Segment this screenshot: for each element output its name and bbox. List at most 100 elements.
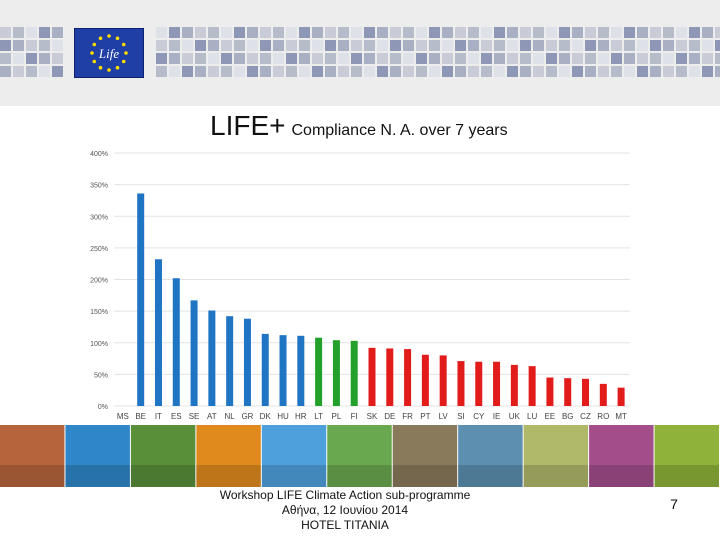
y-tick-label: 400% <box>90 151 108 158</box>
header-band: Life <box>0 0 720 106</box>
mosaic-tile <box>546 40 557 51</box>
bar-cy <box>475 361 483 406</box>
mosaic-tile <box>715 66 720 77</box>
bar-bg <box>564 378 572 406</box>
mosaic-tile <box>611 66 622 77</box>
mosaic-tile <box>624 40 635 51</box>
mosaic-tile <box>286 53 297 64</box>
mosaic-tile <box>169 66 180 77</box>
mosaic-tile <box>624 27 635 38</box>
mosaic-tile <box>195 53 206 64</box>
photo-thumbnail <box>196 425 261 487</box>
mosaic-tile <box>559 53 570 64</box>
mosaic-tile <box>208 40 219 51</box>
mosaic-tile <box>663 53 674 64</box>
mosaic-tile <box>234 27 245 38</box>
mosaic-tile <box>455 27 466 38</box>
y-tick-label: 350% <box>90 183 108 190</box>
mosaic-tile <box>481 66 492 77</box>
mosaic-tile <box>377 27 388 38</box>
mosaic-tile <box>689 66 700 77</box>
mosaic-tile <box>533 40 544 51</box>
mosaic-tile <box>403 66 414 77</box>
bar-lt <box>315 337 323 406</box>
flag-star-icon <box>90 51 94 55</box>
mosaic-tile <box>650 40 661 51</box>
bar-nl <box>226 316 234 406</box>
mosaic-tile <box>533 27 544 38</box>
mosaic-tile <box>13 27 24 38</box>
mosaic-tile <box>442 27 453 38</box>
mosaic-tile <box>221 66 232 77</box>
mosaic-tile <box>260 27 271 38</box>
mosaic-tile <box>546 27 557 38</box>
mosaic-tile <box>663 66 674 77</box>
mosaic-tile <box>156 66 167 77</box>
mosaic-tile <box>455 66 466 77</box>
mosaic-tile <box>611 53 622 64</box>
bar-es <box>172 278 180 406</box>
title-main: LIFE+ <box>210 110 286 141</box>
mosaic-tile <box>260 66 271 77</box>
bar-hu <box>279 335 287 406</box>
mosaic-tile <box>195 27 206 38</box>
x-tick-label: SK <box>367 412 378 421</box>
mosaic-tile <box>429 53 440 64</box>
mosaic-tile <box>650 27 661 38</box>
mosaic-tile <box>39 66 50 77</box>
mosaic-pattern <box>0 27 720 77</box>
bar-at <box>208 310 216 406</box>
photo-shade <box>654 465 719 487</box>
mosaic-tile <box>442 40 453 51</box>
mosaic-tile <box>247 53 258 64</box>
bar-se <box>190 300 198 406</box>
mosaic-tile <box>598 27 609 38</box>
mosaic-tile <box>156 27 167 38</box>
bar-de <box>386 348 394 406</box>
mosaic-tile <box>338 40 349 51</box>
x-tick-label: MS <box>117 412 129 421</box>
mosaic-tile <box>351 40 362 51</box>
mosaic-tile <box>390 53 401 64</box>
bar-be <box>137 193 145 406</box>
mosaic-tile <box>455 40 466 51</box>
x-tick-label: GR <box>241 412 253 421</box>
photo-shade <box>589 465 654 487</box>
mosaic-tile <box>676 53 687 64</box>
mosaic-tile <box>182 27 193 38</box>
mosaic-tile <box>585 40 596 51</box>
mosaic-tile <box>715 53 720 64</box>
bar-sk <box>368 347 376 406</box>
mosaic-tile <box>624 66 635 77</box>
mosaic-tile <box>273 40 284 51</box>
mosaic-tile <box>0 66 11 77</box>
mosaic-tile <box>338 66 349 77</box>
mosaic-tile <box>299 53 310 64</box>
mosaic-tile <box>598 53 609 64</box>
slide-title: LIFE+ Compliance N. A. over 7 years <box>210 110 508 142</box>
mosaic-tile <box>546 53 557 64</box>
mosaic-tile <box>156 53 167 64</box>
mosaic-tile <box>611 27 622 38</box>
mosaic-tile <box>273 53 284 64</box>
mosaic-tile <box>572 27 583 38</box>
mosaic-tile <box>0 27 11 38</box>
mosaic-tile <box>39 40 50 51</box>
mosaic-tile <box>650 53 661 64</box>
mosaic-tile <box>52 27 63 38</box>
mosaic-tile <box>572 40 583 51</box>
photo-shade <box>65 465 130 487</box>
flag-star-icon <box>107 68 111 72</box>
mosaic-tile <box>715 27 720 38</box>
mosaic-tile <box>26 53 37 64</box>
mosaic-tile <box>325 66 336 77</box>
mosaic-tile <box>416 27 427 38</box>
photo-shade <box>327 465 392 487</box>
y-tick-label: 300% <box>90 214 108 221</box>
x-tick-label: EE <box>545 412 556 421</box>
y-tick-label: 50% <box>94 372 108 379</box>
mosaic-tile <box>325 53 336 64</box>
mosaic-tile <box>312 27 323 38</box>
mosaic-tile <box>273 27 284 38</box>
mosaic-tile <box>442 53 453 64</box>
